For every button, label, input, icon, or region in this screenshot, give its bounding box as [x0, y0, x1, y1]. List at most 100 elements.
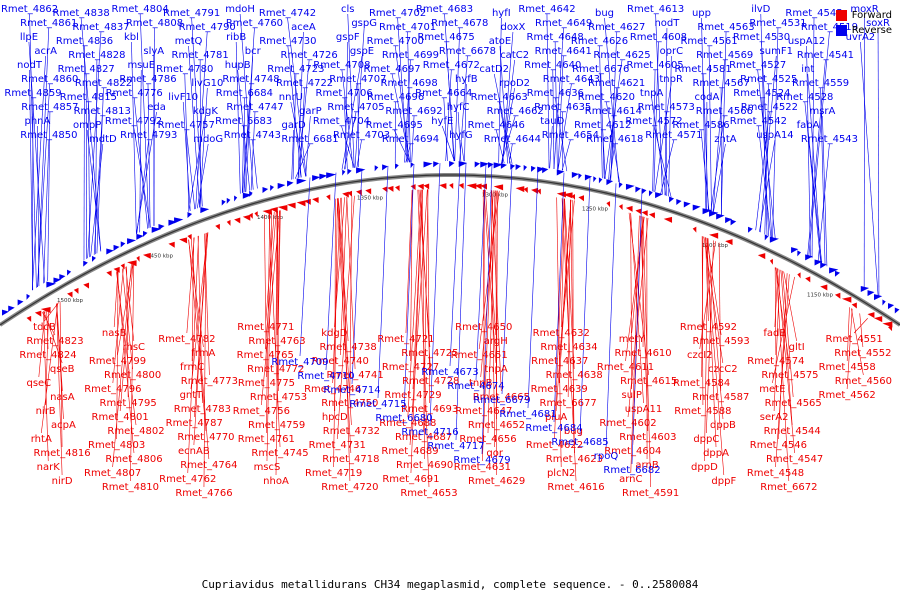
reverse-gene-arrow [873, 294, 883, 301]
reverse-gene-label: tnpA [640, 88, 664, 99]
reverse-gene-label: mdtD [89, 134, 117, 145]
label-leader-line [499, 45, 508, 164]
reverse-gene-label: Rmet_4663 [471, 92, 528, 103]
reverse-gene-arrow [423, 161, 433, 168]
forward-gene-label: plcN2 [547, 468, 575, 479]
reverse-gene-label: Rmet_4710 [297, 371, 354, 382]
forward-gene-label: Rmet_4795 [100, 398, 157, 409]
label-leader-line [652, 69, 656, 192]
forward-gene-label: Rmet_4629 [468, 476, 525, 487]
reverse-gene-arrow [480, 161, 490, 168]
label-leader-line [203, 233, 207, 488]
label-leader-line [804, 101, 822, 263]
reverse-gene-label: Rmet_4608 [630, 32, 687, 43]
reverse-gene-label: Rmet_4581 [675, 64, 732, 75]
reverse-gene-label: Rmet_4705 [327, 102, 384, 113]
label-leader-line [356, 139, 362, 168]
reverse-gene-label: Rmet_4857 [21, 102, 78, 113]
forward-gene-label: Rmet_4775 [238, 378, 295, 389]
label-leader-line [820, 87, 826, 266]
forward-gene-arrow [474, 183, 482, 190]
forward-gene-label: nasB [102, 328, 127, 339]
label-leader-line [713, 143, 726, 213]
reverse-gene-label: Rmet_4525 [740, 74, 797, 85]
label-leader-line [343, 111, 357, 170]
reverse-gene-arrow [510, 163, 516, 170]
forward-gene-label: Rmet_4637 [531, 356, 588, 367]
forward-gene-arrow [382, 186, 388, 193]
reverse-gene-label: Rmet_4707 [329, 74, 386, 85]
reverse-gene-arrow [814, 259, 823, 266]
label-leader-line [445, 41, 455, 162]
reverse-gene-label: ilvD [751, 4, 770, 15]
label-leader-line [37, 27, 50, 287]
reverse-gene-label: Rmet_4717 [427, 441, 484, 452]
reverse-gene-label: Rmet_4701 [379, 22, 436, 33]
forward-gene-label: czcI2 [687, 350, 713, 361]
label-leader-line [758, 125, 772, 238]
reverse-gene-label: Rmet_6679 [473, 395, 530, 406]
label-leader-line [336, 198, 352, 454]
scale-tick-label: 1450 kbp [147, 253, 173, 259]
reverse-gene-arrow [8, 305, 15, 312]
forward-gene-arrow [34, 310, 42, 317]
reverse-gene-label: tnpR [659, 74, 683, 85]
forward-gene-label: Rmet_4731 [309, 440, 366, 451]
label-leader-line [557, 55, 564, 170]
reverse-gene-label: atoE [489, 36, 512, 47]
reverse-gene-label: catD2 [479, 64, 509, 75]
forward-gene-label: Rmet_4632 [533, 328, 590, 339]
label-leader-line [133, 97, 148, 229]
forward-gene-arrow [873, 316, 883, 323]
forward-gene-label: Rmet_4799 [89, 356, 146, 367]
label-leader-line [625, 216, 645, 362]
label-leader-line [757, 69, 776, 240]
label-leader-line [83, 45, 85, 261]
label-leader-line [704, 238, 709, 462]
reverse-gene-label: Rmet_4715 [349, 399, 406, 410]
reverse-gene-label: hyfG [449, 130, 473, 141]
reverse-gene-arrow [618, 182, 623, 189]
forward-gene-arrow [578, 195, 584, 202]
label-leader-line [290, 101, 307, 177]
label-leader-line [191, 237, 195, 362]
reverse-gene-label: Rmet_4850 [20, 130, 77, 141]
label-leader-line [600, 73, 605, 179]
forward-gene-label: Rmet_4552 [834, 348, 891, 359]
forward-gene-arrow [254, 211, 258, 218]
legend: Forward Reverse [835, 8, 892, 38]
reverse-gene-label: uvrA2 [846, 32, 876, 43]
forward-gene-arrow [851, 302, 857, 309]
reverse-gene-arrow [725, 217, 733, 224]
label-leader-line [265, 213, 271, 434]
reverse-gene-label: phnA [24, 116, 50, 127]
forward-gene-label: fadB [763, 328, 786, 339]
label-leader-line [705, 237, 725, 476]
reverse-gene-label: nodT [654, 18, 680, 29]
label-leader-line [139, 13, 150, 229]
reverse-gene-label: Rmet_4643 [543, 74, 600, 85]
reverse-gene-label: aceA [291, 22, 316, 33]
label-leader-line [776, 268, 795, 454]
reverse-gene-label: Rmet_4612 [574, 120, 631, 131]
forward-gene-label: Rmet_4546 [750, 440, 807, 451]
reverse-gene-arrow [702, 208, 713, 215]
forward-gene-label: Rmet_4615 [620, 376, 677, 387]
forward-gene-arrow [26, 315, 32, 322]
forward-gene-arrow [458, 183, 464, 190]
label-leader-line [755, 111, 770, 231]
reverse-gene-label: Rmet_4675 [417, 32, 474, 43]
reverse-gene-label: catC2 [500, 50, 529, 61]
reverse-gene-label: Rmet_6676 [572, 64, 629, 75]
forward-gene-arrow [834, 292, 841, 299]
reverse-gene-arrow [113, 244, 120, 251]
label-leader-line [336, 195, 355, 440]
reverse-gene-label: Rmet_4559 [792, 78, 849, 89]
forward-gene-label: Rmet_4807 [84, 468, 141, 479]
forward-gene-label: Rmet_4720 [321, 482, 378, 493]
reverse-gene-arrow [556, 169, 565, 176]
reverse-gene-label: msuE [127, 60, 155, 71]
reverse-gene-label: Rmet_4702 [369, 8, 426, 19]
reverse-gene-label: metQ [175, 36, 203, 47]
reverse-gene-arrow [83, 260, 88, 267]
